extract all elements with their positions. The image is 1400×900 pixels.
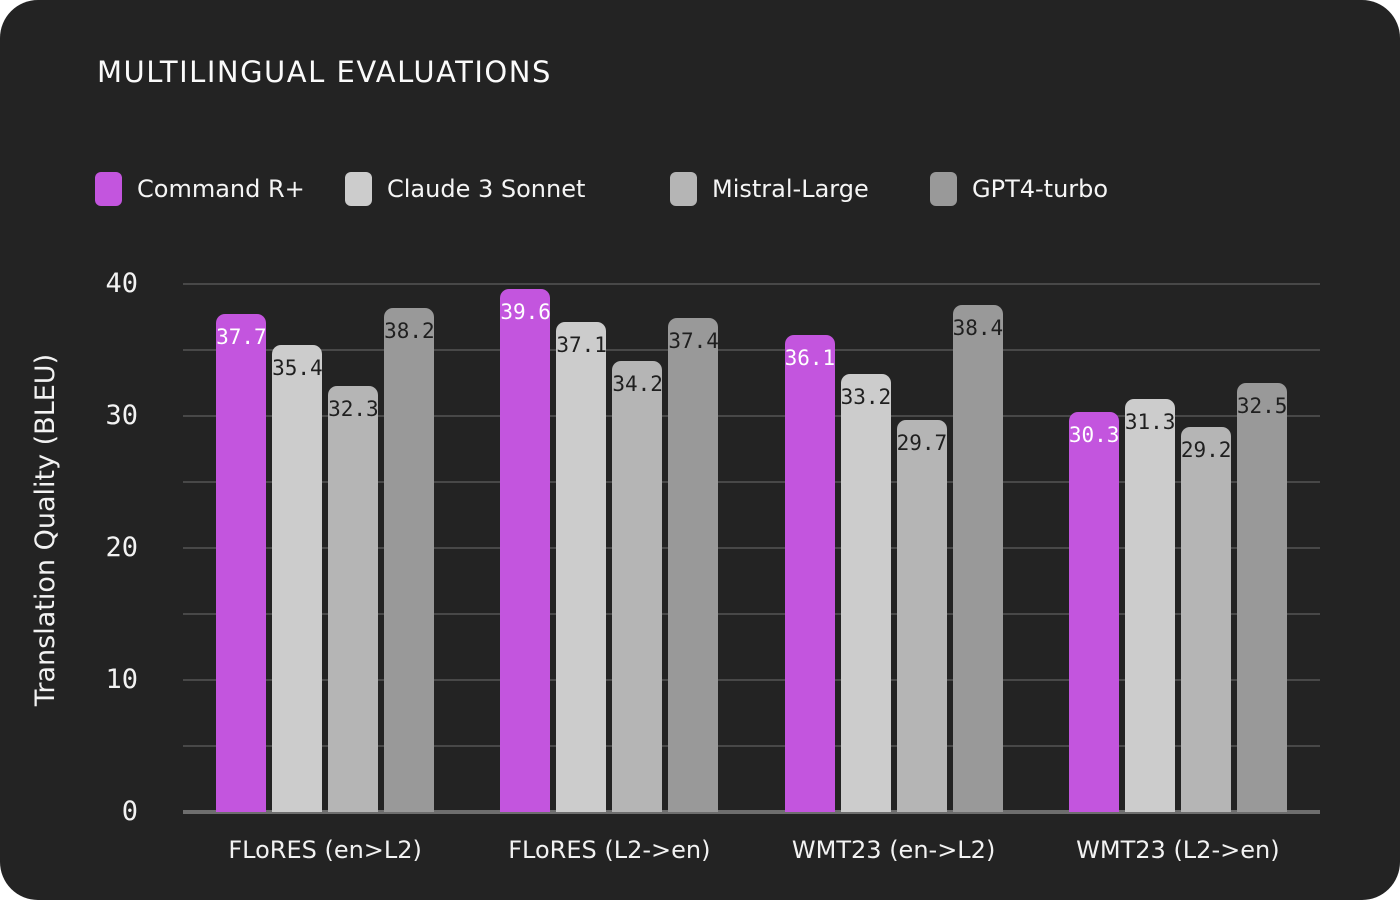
bar-value-label: 36.1 <box>784 346 836 371</box>
gridline-35 <box>183 349 1320 351</box>
bar-gpt4-turbo: 37.4 <box>668 318 719 812</box>
gridline-10 <box>183 679 1320 681</box>
legend-label: GPT4-turbo <box>972 175 1109 203</box>
gridline-15 <box>183 613 1320 615</box>
y-axis-title-text: Translation Quality (BLEU) <box>30 353 61 707</box>
bar-gpt4-turbo: 38.4 <box>952 305 1004 812</box>
bar-command-r-: 30.3 <box>1068 412 1120 812</box>
bar-mistral-large: 32.3 <box>328 385 379 812</box>
plot-area: 0 10 20 30 40 37.7 35.4 32.3 38.2 FLoRES (en>L2) 3… <box>105 250 1320 864</box>
legend-item-command-r-plus: Command R+ <box>95 172 305 206</box>
x-category-label: FLoRES (L2->en) <box>508 836 711 864</box>
gridline-40 <box>183 283 1320 285</box>
bar-claude-3-sonnet: 31.3 <box>1124 398 1176 812</box>
bar-gpt4-turbo: 38.2 <box>384 307 435 812</box>
legend-label: Claude 3 Sonnet <box>387 175 586 203</box>
bar-claude-3-sonnet: 33.2 <box>840 373 892 812</box>
legend-label: Command R+ <box>137 175 305 203</box>
bar-value-label: 37.4 <box>668 329 719 354</box>
bar-mistral-large: 34.2 <box>612 360 663 812</box>
y-tick-label-30: 30 <box>105 400 138 431</box>
x-category-label: WMT23 (L2->en) <box>1076 836 1280 864</box>
bar-value-label: 34.2 <box>612 371 663 396</box>
bar-value-label: 29.2 <box>1180 437 1232 462</box>
bar-value-label: 30.3 <box>1068 423 1120 448</box>
bar-value-label: 38.2 <box>384 318 435 343</box>
bar-value-label: 37.1 <box>556 333 607 358</box>
bar-gpt4-turbo: 32.5 <box>1236 383 1288 812</box>
y-tick-label-20: 20 <box>105 532 138 563</box>
legend-swatch-gpt4-turbo <box>930 172 957 206</box>
bar-group-2: 39.6 37.1 34.2 37.4 <box>467 289 751 812</box>
bar-command-r-: 39.6 <box>500 289 551 812</box>
legend-item-gpt4-turbo: GPT4-turbo <box>930 172 1108 206</box>
legend-swatch-mistral-large <box>670 172 697 206</box>
bar-value-label: 35.4 <box>272 355 323 380</box>
chart-title: MULTILINGUAL EVALUATIONS <box>97 55 552 89</box>
legend-item-mistral-large: Mistral-Large <box>670 172 869 206</box>
bar-command-r-: 37.7 <box>216 314 267 812</box>
x-axis-line <box>183 810 1320 814</box>
gridline-30 <box>183 415 1320 417</box>
legend-item-claude-3-sonnet: Claude 3 Sonnet <box>345 172 585 206</box>
bar-mistral-large: 29.2 <box>1180 426 1232 812</box>
bar-value-label: 37.7 <box>216 325 267 350</box>
bar-value-label: 29.7 <box>896 430 948 455</box>
bar-group-3: 36.1 33.2 29.7 38.4 <box>752 305 1036 812</box>
legend-swatch-command-r-plus <box>95 172 122 206</box>
bar-value-label: 31.3 <box>1124 409 1176 434</box>
bar-value-label: 38.4 <box>952 316 1004 341</box>
x-category-label: FLoRES (en>L2) <box>228 836 422 864</box>
x-category-label: WMT23 (en->L2) <box>791 836 996 864</box>
bar-claude-3-sonnet: 37.1 <box>556 322 607 812</box>
y-tick-label-0: 0 <box>121 796 138 827</box>
bar-value-label: 39.6 <box>500 300 551 325</box>
bar-value-label: 32.3 <box>328 396 379 421</box>
bar-mistral-large: 29.7 <box>896 419 948 812</box>
bar-group-1: 37.7 35.4 32.3 38.2 <box>183 307 467 812</box>
bar-value-label: 32.5 <box>1236 394 1288 418</box>
y-tick-label-40: 40 <box>105 268 138 299</box>
gridline-20 <box>183 547 1320 549</box>
legend-label: Mistral-Large <box>712 175 869 203</box>
gridline-25 <box>183 481 1320 483</box>
legend: Command R+ Claude 3 Sonnet Mistral-Large… <box>95 172 1295 208</box>
bar-group-4: 30.3 31.3 29.2 32.5 <box>1036 383 1320 812</box>
legend-swatch-claude-3-sonnet <box>345 172 372 206</box>
bar-value-label: 33.2 <box>840 384 892 409</box>
bar-command-r-: 36.1 <box>784 335 836 812</box>
bar-claude-3-sonnet: 35.4 <box>272 344 323 812</box>
gridline-5 <box>183 745 1320 747</box>
y-tick-label-10: 10 <box>105 664 138 695</box>
